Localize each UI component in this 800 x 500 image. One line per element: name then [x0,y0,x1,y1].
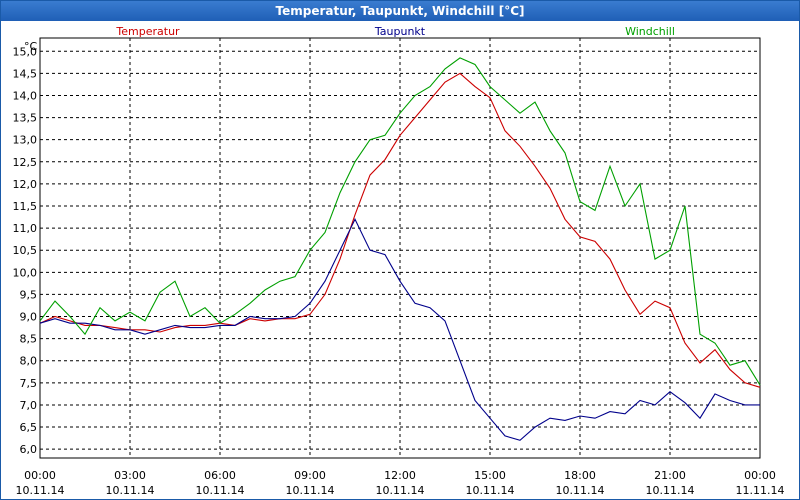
x-tick-time: 09:00 [294,469,326,482]
legend: Temperatur Taupunkt Windchill [115,25,675,38]
x-tick-time: 00:00 [24,469,56,482]
series-line-taupunkt [39,218,760,441]
y-tick-label: 9,5 [20,288,38,301]
y-tick-label: 9,0 [20,311,38,324]
x-tick-date: 11.11.14 [736,484,785,497]
y-axis: 15,0 14,5 14,0 13,5 13,0 12,5 12,0 11,5 11,0 10,5… [13,45,38,456]
x-tick-date: 10.11.14 [196,484,245,497]
plot-frame [39,37,761,459]
grid [40,38,760,458]
y-tick-label: 6,5 [20,421,38,434]
x-tick-time: 21:00 [654,469,686,482]
y-tick-label: 8,0 [20,355,38,368]
y-tick-label: 11,0 [13,222,38,235]
y-tick-label: 10,5 [13,244,38,257]
legend-item-taupunkt: Taupunkt [374,25,426,38]
x-tick-time: 06:00 [204,469,236,482]
x-tick-date: 10.11.14 [556,484,605,497]
y-tick-label: 12,5 [13,156,38,169]
x-tick-date: 10.11.14 [376,484,425,497]
y-tick-label: 7,0 [20,399,38,412]
series-lines [39,57,761,441]
y-axis-label: °C [24,40,38,53]
series-line-windchill [39,57,761,386]
y-tick-label: 6,0 [20,443,38,456]
x-tick-date: 10.11.14 [286,484,335,497]
x-axis: 00:00 10.11.14 03:00 10.11.14 06:00 10.11.14 0… [16,469,785,497]
legend-item-windchill: Windchill [625,25,675,38]
x-tick-time: 03:00 [114,469,146,482]
x-tick-time: 18:00 [564,469,596,482]
x-tick-time: 15:00 [474,469,506,482]
y-tick-label: 12,0 [13,178,38,191]
y-tick-label: 10,0 [13,266,38,279]
x-tick-date: 10.11.14 [466,484,515,497]
y-tick-label: 14,5 [13,67,38,80]
y-tick-label: 7,5 [20,377,38,390]
y-tick-label: 13,0 [13,134,38,147]
x-tick-time: 00:00 [744,469,776,482]
y-tick-label: 11,5 [13,200,38,213]
y-tick-label: 15,0 [13,45,38,58]
y-tick-label: 13,5 [13,112,38,125]
x-tick-time: 12:00 [384,469,416,482]
x-tick-date: 10.11.14 [106,484,155,497]
window-title: Temperatur, Taupunkt, Windchill [°C] [1,1,799,21]
y-tick-label: 8,5 [20,333,38,346]
x-tick-date: 10.11.14 [646,484,695,497]
x-tick-date: 10.11.14 [16,484,65,497]
series-line-temperatur [39,72,761,388]
y-tick-label: 14,0 [13,89,38,102]
legend-item-temperatur: Temperatur [115,25,180,38]
